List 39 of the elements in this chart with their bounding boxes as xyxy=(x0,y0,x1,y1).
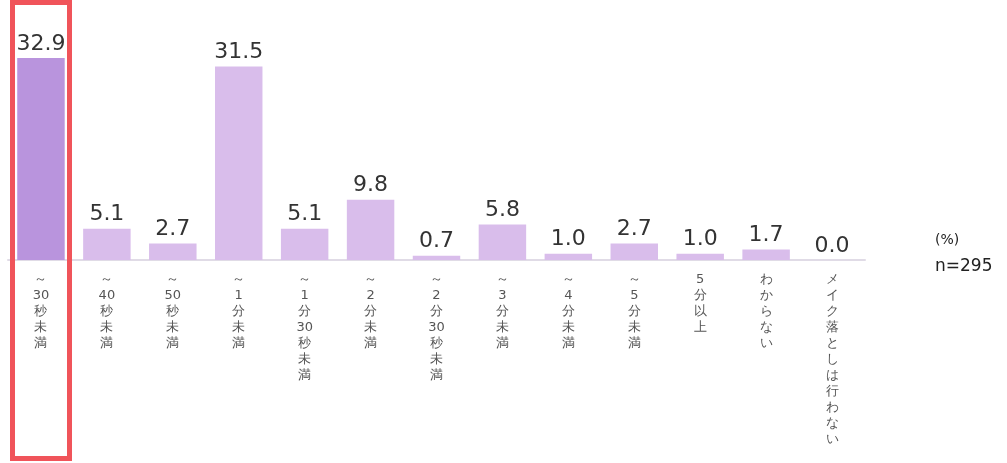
x-tick-label: ～3分未満 xyxy=(495,270,509,350)
text: (%) xyxy=(935,231,960,247)
data-label: 5.1 xyxy=(89,200,125,226)
data-label: 31.5 xyxy=(214,38,264,64)
x-tick-label: ～40秒未満 xyxy=(98,270,116,350)
bar xyxy=(280,228,329,260)
data-label: 2.7 xyxy=(616,214,652,240)
data-label: 2.7 xyxy=(155,214,191,240)
bar xyxy=(215,66,263,260)
data-label: 1.0 xyxy=(550,225,586,251)
data-label: 5.1 xyxy=(287,200,323,226)
x-tick-label: わからない xyxy=(759,270,773,350)
bar xyxy=(412,255,461,260)
bar xyxy=(346,199,395,260)
bar xyxy=(544,253,593,260)
x-tick-label: ～5分未満 xyxy=(627,270,641,350)
x-tick-label: ～30秒未満 xyxy=(32,270,50,350)
data-label: 0.0 xyxy=(814,231,850,257)
data-label: 32.9 xyxy=(16,29,66,55)
data-label: 5.8 xyxy=(484,195,520,221)
bar xyxy=(478,224,527,260)
data-label: 9.8 xyxy=(353,171,389,197)
x-tick-label: ～2分30秒未満 xyxy=(428,270,445,382)
data-label: 0.7 xyxy=(419,227,454,253)
x-tick-label: ～1分30秒未満 xyxy=(296,270,313,382)
text: n=295 xyxy=(935,254,993,275)
category-label: メイク落としは行わない xyxy=(825,270,839,446)
x-tick-label: ～2分未満 xyxy=(364,270,378,350)
x-tick-label: ～50秒未満 xyxy=(164,270,182,350)
x-tick-label: 5分以上 xyxy=(693,270,707,334)
data-label: 1.0 xyxy=(682,225,718,251)
bar xyxy=(676,253,724,260)
data-label: 1.7 xyxy=(748,221,784,247)
bar xyxy=(610,243,658,260)
bar xyxy=(149,243,197,260)
x-tick-label: ～4分未満 xyxy=(561,270,575,350)
bar xyxy=(83,228,131,260)
bar xyxy=(742,249,790,260)
x-tick-label: ～1分未満 xyxy=(232,270,246,350)
